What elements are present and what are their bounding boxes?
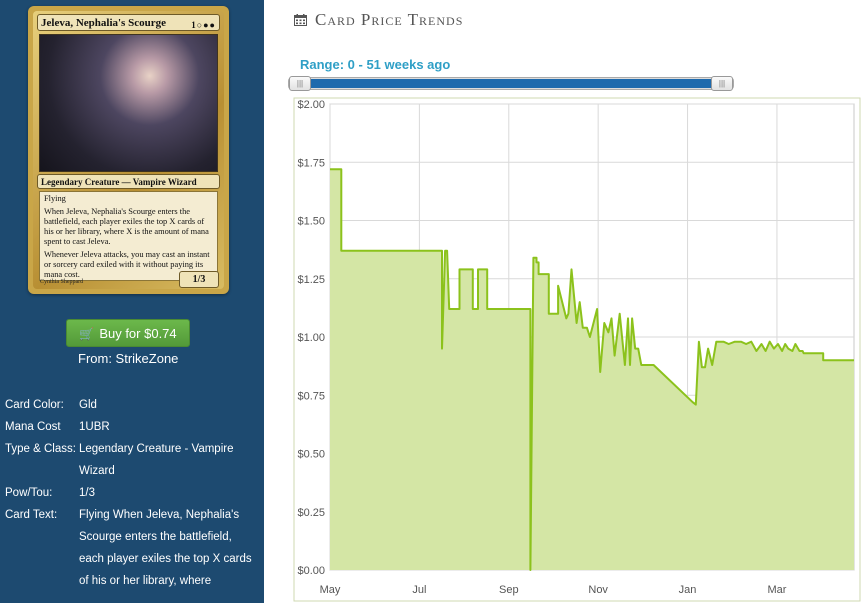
x-tick-label: Nov [588, 584, 608, 596]
detail-value: Gld [79, 399, 97, 411]
detail-key: Pow/Tou: [5, 487, 53, 499]
detail-value: Flying When Jeleva, Nephalia's Scourge e… [79, 509, 252, 587]
card-name: Jeleva, Nephalia's Scourge [41, 17, 166, 29]
price-series-line [330, 168, 854, 571]
range-slider[interactable]: ||| ||| [288, 76, 734, 91]
seller-info: From: StrikeZone [78, 351, 179, 366]
y-tick-label: $1.25 [297, 274, 325, 286]
card-power-toughness: 1/3 [179, 271, 219, 288]
card-artist: Cynthia Sheppard [40, 279, 84, 285]
card-mana-symbols: 1○●● [191, 20, 216, 30]
x-tick-label: May [320, 584, 341, 596]
range-slider-start-handle[interactable]: ||| [289, 76, 311, 91]
calendar-icon [294, 14, 307, 26]
y-tick-label: $1.00 [297, 332, 325, 344]
x-tick-label: Sep [499, 584, 519, 596]
card-details: Card Color: Gld Mana Cost 1UBR Type & Cl… [5, 394, 260, 592]
detail-key: Mana Cost [5, 421, 61, 433]
card-art [39, 34, 218, 172]
buy-button-label: Buy for $0.74 [99, 326, 177, 341]
page-title: Card Price Trends [294, 9, 463, 31]
detail-key: Type & Class: [5, 443, 76, 455]
y-tick-label: $1.75 [297, 157, 325, 169]
card-text-flying: Flying [44, 194, 66, 203]
y-tick-label: $0.50 [297, 449, 325, 461]
detail-row: Mana Cost 1UBR [5, 416, 260, 438]
card-text-etb: When Jeleva, Nephalia's Scourge enters t… [44, 207, 209, 246]
x-tick-label: Mar [767, 584, 786, 596]
shopping-cart-icon: 🛒 [79, 327, 95, 341]
x-tick-label: Jul [412, 584, 426, 596]
detail-row: Type & Class: Legendary Creature - Vampi… [5, 438, 260, 482]
detail-value: 1UBR [79, 421, 110, 433]
range-label: Range: 0 - 51 weeks ago [300, 57, 451, 72]
sidebar: Jeleva, Nephalia's Scourge 1○●● Legendar… [0, 0, 264, 603]
y-tick-label: $2.00 [297, 99, 325, 111]
detail-value: Legendary Creature - Vampire Wizard [79, 443, 234, 477]
range-slider-selection [299, 79, 724, 88]
card-type-line: Legendary Creature — Vampire Wizard [37, 174, 220, 189]
y-tick-label: $0.75 [297, 390, 325, 402]
y-tick-label: $0.00 [297, 565, 325, 577]
range-slider-end-handle[interactable]: ||| [711, 76, 733, 91]
detail-row: Card Text: Flying When Jeleva, Nephalia'… [5, 504, 260, 592]
detail-row: Card Color: Gld [5, 394, 260, 416]
card-rules-text: Flying When Jeleva, Nephalia's Scourge e… [39, 191, 218, 281]
page-title-text: Card Price Trends [315, 10, 464, 29]
card-text-attack: Whenever Jeleva attacks, you may cast an… [44, 250, 210, 279]
y-tick-label: $1.50 [297, 216, 325, 228]
detail-key: Card Text: [5, 509, 58, 521]
detail-value: 1/3 [79, 487, 95, 499]
card-name-bar: Jeleva, Nephalia's Scourge 1○●● [37, 14, 220, 31]
detail-row: Pow/Tou: 1/3 [5, 482, 260, 504]
card-image: Jeleva, Nephalia's Scourge 1○●● Legendar… [28, 6, 229, 294]
buy-button[interactable]: 🛒 Buy for $0.74 [66, 319, 190, 347]
chart-outer-border [293, 97, 861, 602]
detail-key: Card Color: [5, 399, 64, 411]
y-tick-label: $0.25 [297, 507, 325, 519]
x-tick-label: Jan [679, 584, 697, 596]
